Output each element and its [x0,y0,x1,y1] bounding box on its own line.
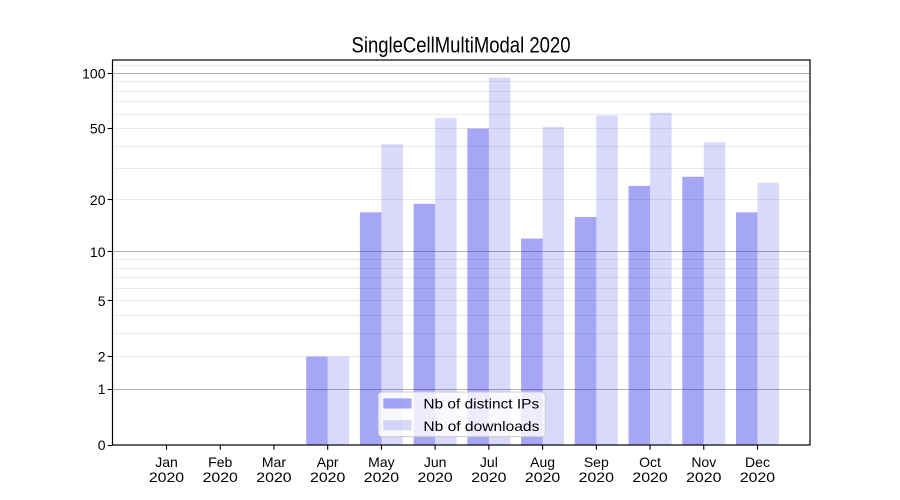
svg-text:Oct: Oct [639,454,661,470]
svg-text:2020: 2020 [256,469,292,485]
svg-text:0: 0 [98,437,106,453]
svg-text:5: 5 [98,293,106,309]
svg-text:2020: 2020 [203,469,239,485]
svg-text:100: 100 [82,66,106,82]
svg-text:Jul: Jul [480,454,498,470]
svg-text:50: 50 [90,121,106,137]
svg-text:Mar: Mar [262,454,286,470]
svg-text:2020: 2020 [417,469,453,485]
svg-text:Sep: Sep [584,454,609,470]
svg-text:2: 2 [98,349,106,365]
svg-text:Jun: Jun [424,454,447,470]
svg-text:2020: 2020 [364,469,400,485]
svg-text:1: 1 [98,381,106,397]
svg-text:Aug: Aug [530,454,555,470]
svg-text:Apr: Apr [317,454,339,470]
svg-text:Feb: Feb [208,454,232,470]
svg-text:Nov: Nov [691,454,716,470]
svg-text:2020: 2020 [525,469,561,485]
svg-text:SingleCellMultiModal 2020: SingleCellMultiModal 2020 [352,33,571,58]
svg-text:10: 10 [90,244,106,260]
svg-text:Jan: Jan [155,454,178,470]
svg-text:2020: 2020 [471,469,507,485]
svg-text:2020: 2020 [740,469,776,485]
svg-text:2020: 2020 [686,469,722,485]
svg-text:2020: 2020 [579,469,615,485]
svg-text:Nb of distinct IPs: Nb of distinct IPs [423,396,539,412]
svg-text:2020: 2020 [310,469,346,485]
svg-text:Dec: Dec [745,454,770,470]
svg-text:20: 20 [90,192,106,208]
svg-text:2020: 2020 [632,469,668,485]
svg-text:2020: 2020 [149,469,185,485]
svg-text:May: May [368,454,394,470]
svg-text:Nb of downloads: Nb of downloads [423,418,539,434]
